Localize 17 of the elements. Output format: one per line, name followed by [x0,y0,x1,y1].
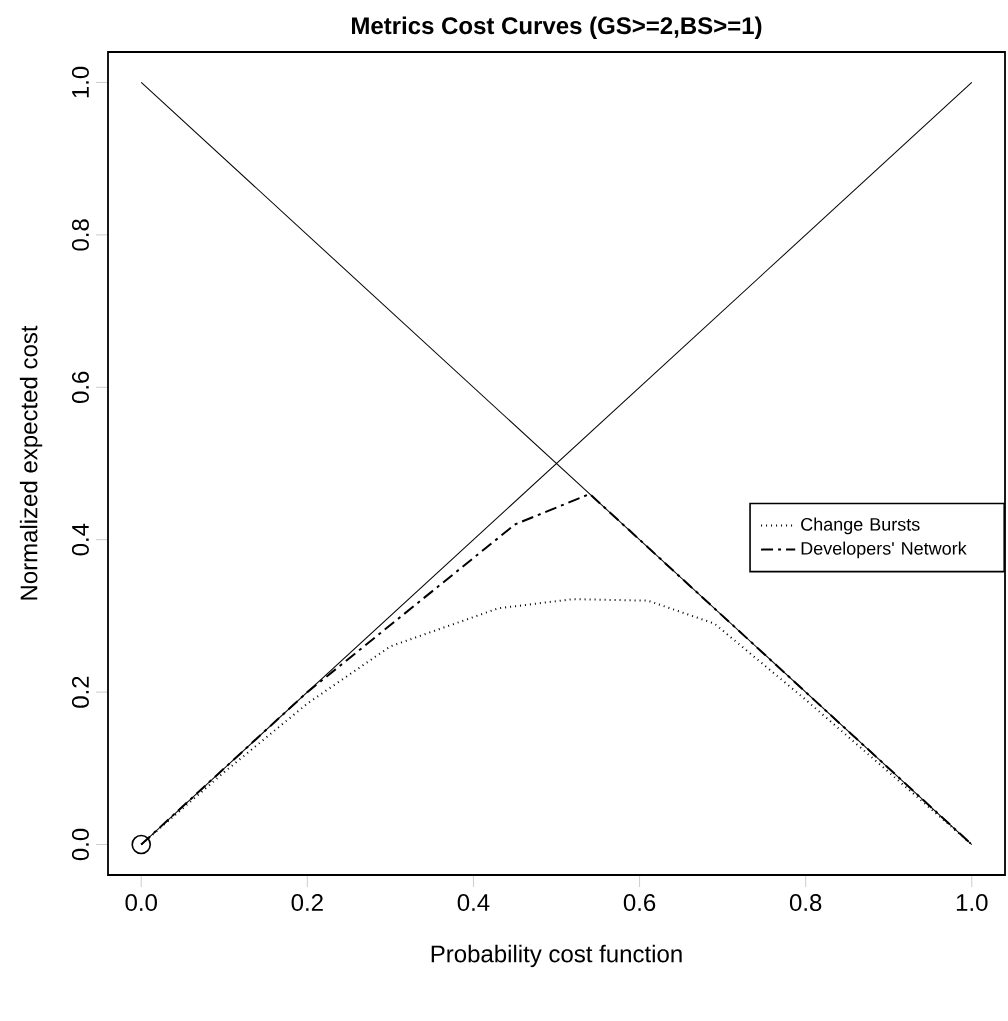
x-tick-label: 0.8 [789,894,822,912]
x-tick-label: 0.6 [623,894,656,912]
x-tick-label: 0.4 [457,894,490,912]
legend-label: Developers' Network [801,541,967,559]
x-tick-label: 0.0 [125,894,157,912]
chart-title: Metrics Cost Curves (GS>=2,BS>=1) [352,16,762,39]
x-tick-label: 1.0 [956,894,988,912]
legend-label: Change Bursts [801,517,920,535]
x-axis-title: Probability cost function [431,944,682,968]
y-tick-label: 1.0 [71,66,89,98]
x-tick-label: 0.2 [291,894,323,912]
y-tick-label: 0.0 [71,828,89,861]
y-tick-label: 0.6 [71,371,89,404]
y-axis-title: Normalized expected cost [19,325,43,600]
y-tick-label: 0.8 [71,219,89,251]
y-tick-label: 0.2 [71,676,89,708]
y-tick-label: 0.4 [71,523,89,556]
